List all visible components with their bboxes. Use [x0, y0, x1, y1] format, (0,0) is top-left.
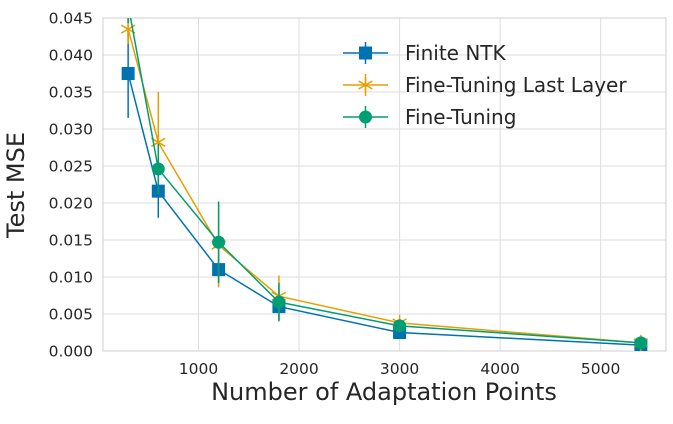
- y-tick-label: 0.035: [49, 84, 93, 102]
- legend-label: Finite NTK: [405, 41, 507, 65]
- axes-frame: [102, 17, 667, 352]
- legend-item: Fine-Tuning: [343, 105, 516, 129]
- legend-item: Finite NTK: [343, 41, 507, 65]
- x-tick-label: 4000: [480, 360, 519, 378]
- legend-item: Fine-Tuning Last Layer: [343, 73, 627, 97]
- x-ticks: 1000 2000 3000 4000 5000: [179, 360, 621, 378]
- y-ticks: 0.000 0.005 0.010 0.015 0.020 0.025 0.030 0.035…: [49, 10, 93, 361]
- y-tick-label: 0.020: [49, 195, 93, 213]
- y-tick-label: 0.000: [49, 343, 93, 361]
- series-line: [127, 28, 641, 344]
- y-tick-label: 0.010: [49, 269, 93, 287]
- legend-marker: [358, 77, 373, 93]
- x-axis-title: Number of Adaptation Points: [211, 378, 557, 406]
- y-tick-label: 0.015: [49, 232, 93, 250]
- y-tick-label: 0.005: [49, 306, 93, 324]
- plot-area: [120, 0, 649, 351]
- y-tick-label: 0.030: [49, 121, 93, 139]
- data-point: [151, 162, 165, 176]
- legend-label: Fine-Tuning Last Layer: [405, 73, 627, 97]
- series-layer: [120, 0, 649, 351]
- x-tick-label: 5000: [581, 360, 620, 378]
- legend-marker-stroke: [358, 80, 373, 90]
- data-point: [122, 0, 135, 11]
- data-point: [212, 235, 226, 249]
- series-fine-tuning: [122, 0, 648, 350]
- data-point: [272, 295, 286, 309]
- x-tick-label: 2000: [279, 360, 318, 378]
- plot-background: [103, 18, 666, 351]
- data-point: [634, 336, 648, 350]
- legend-marker: [359, 110, 372, 124]
- grid: [103, 17, 666, 352]
- y-tick-label: 0.045: [49, 10, 93, 28]
- axes-border: [102, 17, 667, 352]
- y-tick-label: 0.040: [49, 47, 93, 65]
- x-tick-label: 1000: [179, 360, 218, 378]
- x-tick-label: 3000: [380, 360, 419, 378]
- legend-label: Fine-Tuning: [405, 105, 516, 129]
- legend-marker: [359, 46, 372, 60]
- y-axis-title: Test MSE: [2, 132, 30, 239]
- data-point: [393, 319, 407, 333]
- y-tick-label: 0.025: [49, 158, 93, 176]
- series-line: [129, 18, 641, 344]
- legend: Finite NTK Fine-Tuning Last Layer Fine-Tun…: [343, 41, 627, 129]
- data-point: [121, 67, 135, 80]
